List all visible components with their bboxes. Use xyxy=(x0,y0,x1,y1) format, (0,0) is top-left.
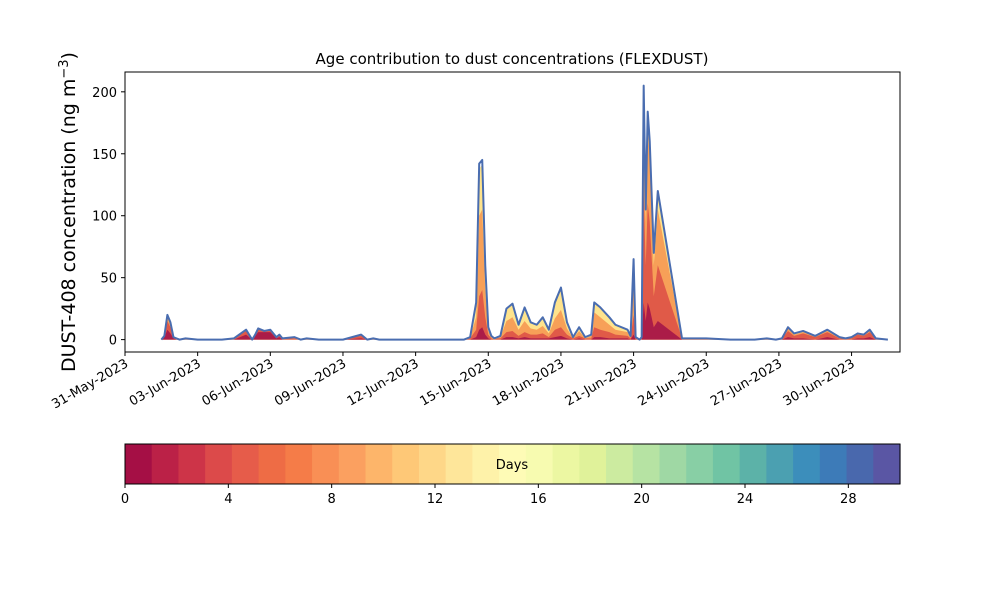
total-concentration-line xyxy=(160,84,888,341)
x-tick-label: 09-Jun-2023 xyxy=(272,356,349,409)
x-tick-label: 21-Jun-2023 xyxy=(563,356,640,409)
colorbar-swatch xyxy=(686,444,714,484)
colorbar-swatch xyxy=(418,444,447,484)
colorbar-tick-label: 16 xyxy=(530,492,547,507)
colorbar-swatch xyxy=(231,444,260,484)
x-tick-label: 12-Jun-2023 xyxy=(345,356,422,409)
colorbar-swatch xyxy=(579,444,607,484)
x-tick-label: 15-Jun-2023 xyxy=(417,356,494,409)
x-tick-label: 24-Jun-2023 xyxy=(635,356,712,409)
x-tick-label: 18-Jun-2023 xyxy=(490,356,567,409)
y-tick-label: 50 xyxy=(100,272,117,287)
colorbar-swatch xyxy=(312,444,340,484)
y-axis-label: DUST-408 concentration (ng m−3) xyxy=(57,52,81,372)
colorbar-swatch xyxy=(392,444,420,484)
x-tick-label: 27-Jun-2023 xyxy=(708,356,785,409)
colorbar-swatch xyxy=(739,444,767,484)
chart-title: Age contribution to dust concentrations … xyxy=(316,50,709,68)
colorbar-swatch xyxy=(659,444,687,484)
colorbar-swatch xyxy=(472,444,500,484)
colorbar-tick-label: 20 xyxy=(633,492,650,507)
y-tick-label: 150 xyxy=(92,148,117,163)
x-tick-label: 30-Jun-2023 xyxy=(781,356,858,409)
colorbar-swatch xyxy=(793,444,821,484)
colorbar-swatch xyxy=(285,444,313,484)
total-concentration-line-group xyxy=(160,84,888,341)
colorbar-swatch xyxy=(525,444,554,484)
colorbar-swatch xyxy=(499,444,527,484)
colorbar-swatch xyxy=(632,444,661,484)
x-axis: 31-May-202303-Jun-202306-Jun-202309-Jun-… xyxy=(49,352,858,412)
colorbar-tick-label: 28 xyxy=(840,492,857,507)
colorbar-tick-label: 0 xyxy=(121,492,129,507)
y-tick-label: 200 xyxy=(92,86,117,101)
colorbar-swatch xyxy=(819,444,848,484)
age-bands xyxy=(161,88,888,340)
y-tick-label: 0 xyxy=(109,334,117,349)
colorbar-label: Days xyxy=(496,458,529,473)
colorbar-swatch xyxy=(205,444,233,484)
colorbar-swatch xyxy=(125,444,153,484)
colorbar-tick-label: 24 xyxy=(737,492,754,507)
colorbar-swatch xyxy=(338,444,367,484)
colorbar-swatch xyxy=(766,444,794,484)
x-tick-label: 06-Jun-2023 xyxy=(199,356,276,409)
age-band-13-days xyxy=(161,88,888,340)
age-band-9-days xyxy=(161,110,888,340)
y-axis: 0 50 100 150 200 xyxy=(92,86,125,349)
colorbar-swatch xyxy=(151,444,180,484)
colorbar-tick-label: 12 xyxy=(427,492,444,507)
colorbar-swatch xyxy=(365,444,393,484)
colorbar-swatch xyxy=(712,444,741,484)
colorbar-axis: 0 4 8 12 16 20 24 28 xyxy=(121,484,857,507)
colorbar-swatch xyxy=(445,444,474,484)
colorbar-swatch xyxy=(873,444,901,484)
colorbar-swatch xyxy=(606,444,634,484)
x-tick-label: 03-Jun-2023 xyxy=(127,356,204,409)
colorbar-swatch xyxy=(178,444,206,484)
colorbar-swatch xyxy=(846,444,874,484)
colorbar-tick-label: 4 xyxy=(224,492,232,507)
y-tick-label: 100 xyxy=(92,210,117,225)
plot-frame xyxy=(124,71,901,353)
colorbar-swatch xyxy=(552,444,580,484)
colorbar-swatch xyxy=(258,444,286,484)
colorbar-tick-label: 8 xyxy=(328,492,336,507)
colorbar xyxy=(124,443,901,485)
colorbar-frame xyxy=(124,443,901,485)
